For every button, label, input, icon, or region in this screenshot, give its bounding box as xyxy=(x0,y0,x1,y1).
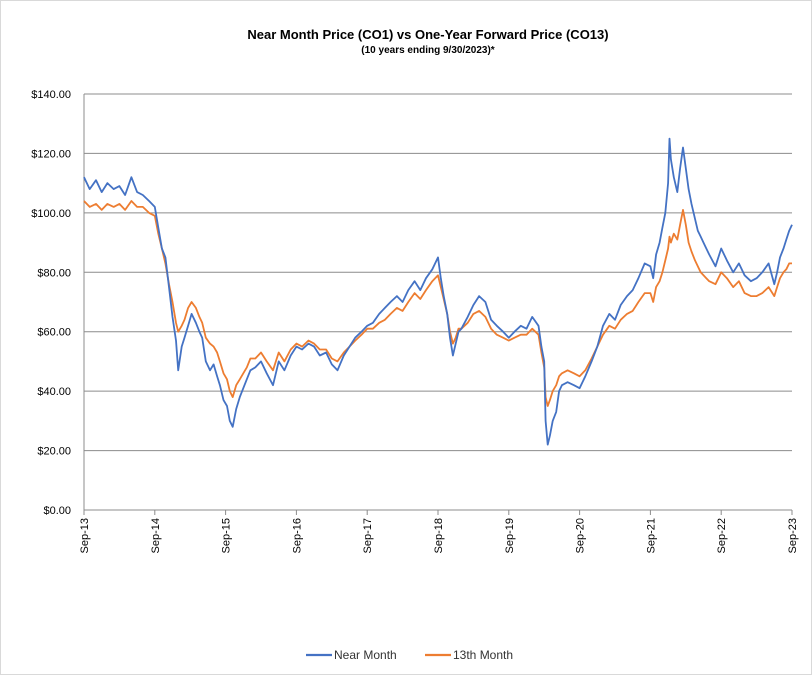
x-tick-label: Sep-18 xyxy=(433,518,445,553)
y-axis-ticks: $0.00 $20.00 $40.00 $60.00 $80.00 $100.00 $120… xyxy=(31,89,71,517)
series-lines xyxy=(83,137,793,446)
legend-label: 13th Month xyxy=(453,648,513,662)
y-tick-label: $20.00 xyxy=(37,446,71,458)
chart-title: Near Month Price (CO1) vs One-Year Forwa… xyxy=(247,27,609,42)
series-line-near-month xyxy=(83,137,793,446)
x-tick-label: Sep-14 xyxy=(150,518,162,553)
x-tick-label: Sep-17 xyxy=(362,518,374,553)
x-tick-label: Sep-21 xyxy=(645,518,657,553)
grid-lines xyxy=(83,93,792,511)
x-axis-ticks: Sep-13 Sep-14 Sep-15 Sep-16 Sep-17 Sep-18 Sep-… xyxy=(79,510,799,553)
y-tick-label: $40.00 xyxy=(37,386,71,398)
legend-label: Near Month xyxy=(334,648,397,662)
y-tick-label: $120.00 xyxy=(31,148,71,160)
y-tick-label: $60.00 xyxy=(37,327,71,339)
y-tick-label: $80.00 xyxy=(37,267,71,279)
x-tick-label: Sep-13 xyxy=(79,518,91,553)
chart-subtitle: (10 years ending 9/30/2023)* xyxy=(361,45,495,56)
y-tick-label: $140.00 xyxy=(31,89,71,101)
legend: Near Month 13th Month xyxy=(306,648,513,662)
x-tick-label: Sep-22 xyxy=(716,518,728,553)
y-tick-label: $0.00 xyxy=(43,505,71,517)
x-tick-label: Sep-23 xyxy=(787,518,799,553)
x-tick-label: Sep-15 xyxy=(221,518,233,553)
x-tick-label: Sep-19 xyxy=(504,518,516,553)
series-line-13th-month xyxy=(83,200,792,407)
x-tick-label: Sep-20 xyxy=(575,518,587,553)
x-tick-label: Sep-16 xyxy=(291,518,303,553)
y-tick-label: $100.00 xyxy=(31,208,71,220)
